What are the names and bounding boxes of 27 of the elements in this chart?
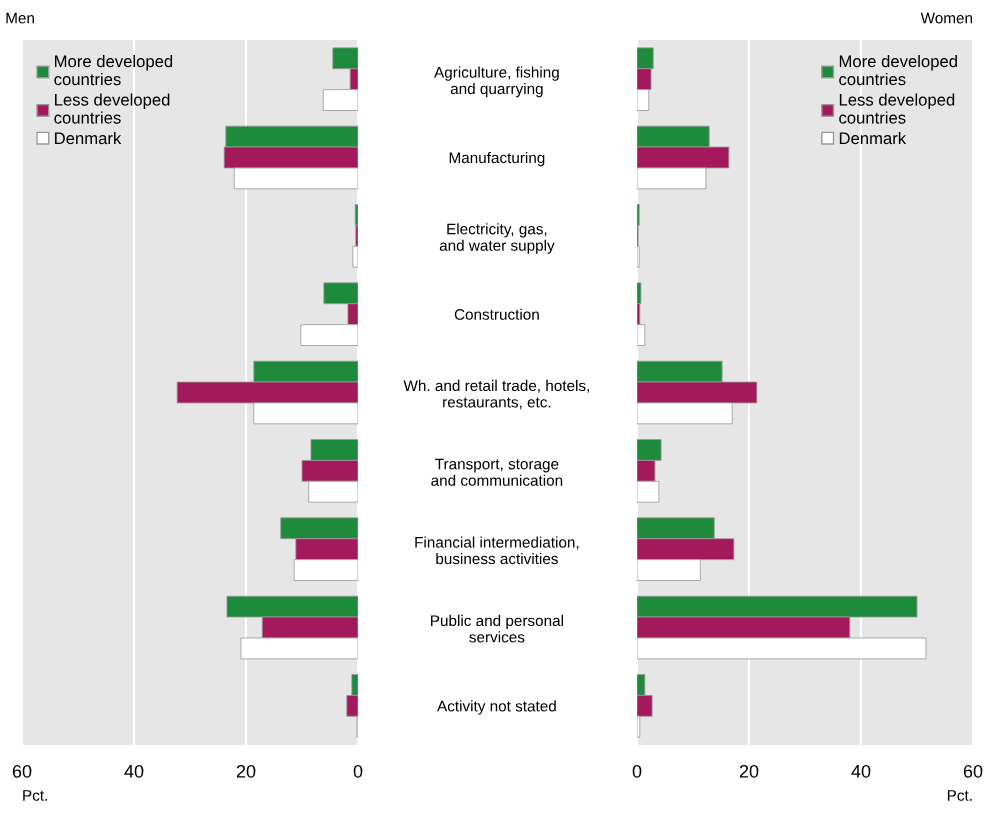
x-tick-label: 0 xyxy=(632,764,642,778)
x-tick-label: 40 xyxy=(124,764,144,778)
y-tick-label: Activity not stated xyxy=(437,700,556,715)
legend-label: Denmark xyxy=(55,131,122,145)
x-tick-label: 60 xyxy=(963,764,983,778)
legend-label: Less developed countries xyxy=(54,93,170,124)
y-tick-label: Wh. and retail trade, hotels, restaurants, etc. xyxy=(403,379,589,410)
y-tick-label: Agriculture, fishing and quarrying xyxy=(434,66,559,98)
x-axis-title: Pct. xyxy=(947,790,972,801)
y-tick-label: Transport, storage and communication xyxy=(431,458,563,486)
y-tick-label: Electricity, gas, and water supply xyxy=(439,223,555,254)
y-tick-label: Manufacturing xyxy=(449,151,545,167)
y-tick-label: Construction xyxy=(454,308,539,320)
x-tick-label: 0 xyxy=(353,764,363,778)
legend-label: Less developed countries xyxy=(839,93,955,124)
x-tick-label: 60 xyxy=(12,764,32,778)
x-tick-label: 20 xyxy=(236,764,256,778)
chart-title: Women xyxy=(920,12,973,24)
y-tick-label: Public and personal services xyxy=(431,614,563,643)
legend-label: More developed countries xyxy=(54,55,173,86)
chart-title: Men xyxy=(6,12,34,24)
x-tick-label: 20 xyxy=(739,764,759,778)
y-tick-label: Financial intermediation, business activities xyxy=(415,536,579,565)
x-axis-title: Pct. xyxy=(23,790,47,801)
x-tick-label: 40 xyxy=(851,764,871,778)
legend-label: More developed countries xyxy=(839,55,957,86)
legend-label: Denmark xyxy=(839,131,907,145)
